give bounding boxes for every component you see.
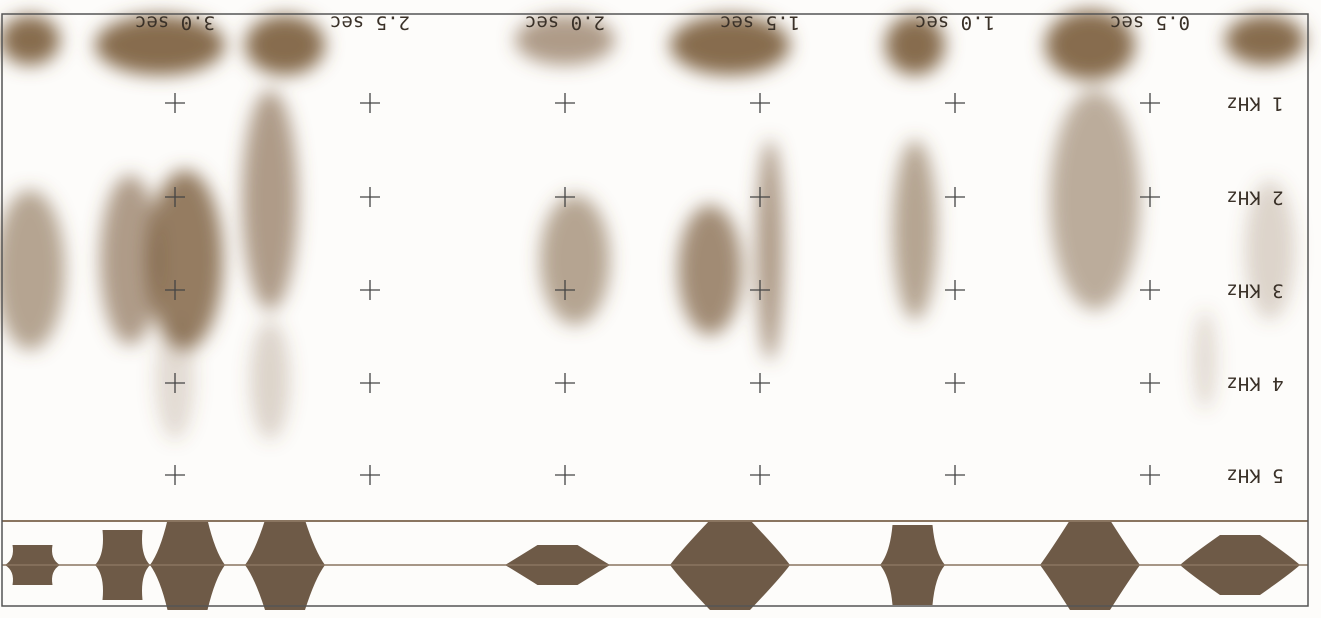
energy-blob bbox=[540, 195, 610, 325]
energy-blob bbox=[1225, 15, 1305, 65]
page: 0.5 sec 1.0 sec 1.5 sec 2.0 sec 2.5 sec 3.0 s… bbox=[0, 0, 1321, 618]
frequency-label: 1 KHz bbox=[1226, 93, 1283, 115]
frequency-label: 4 KHz bbox=[1226, 373, 1283, 395]
time-label: 2.0 sec bbox=[525, 12, 605, 34]
frequency-label: 5 KHz bbox=[1226, 465, 1283, 487]
energy-blob bbox=[678, 205, 742, 335]
frequency-label: 3 KHz bbox=[1226, 280, 1283, 302]
spectrogram: 0.5 sec 1.0 sec 1.5 sec 2.0 sec 2.5 sec 3.0 s… bbox=[0, 0, 1321, 618]
energy-blob bbox=[242, 90, 298, 310]
time-label: 1.5 sec bbox=[720, 12, 800, 34]
time-label: 2.5 sec bbox=[330, 12, 410, 34]
time-label: 3.0 sec bbox=[135, 12, 215, 34]
energy-blob bbox=[245, 15, 325, 75]
time-label: 0.5 sec bbox=[1110, 12, 1190, 34]
energy-blob bbox=[893, 140, 937, 320]
time-label: 1.0 sec bbox=[915, 12, 995, 34]
energy-blob bbox=[250, 320, 290, 440]
energy-blob bbox=[0, 15, 60, 65]
frequency-label: 2 KHz bbox=[1226, 187, 1283, 209]
energy-blob bbox=[1193, 310, 1217, 410]
energy-blob bbox=[756, 140, 784, 360]
energy-blob bbox=[1050, 90, 1140, 310]
